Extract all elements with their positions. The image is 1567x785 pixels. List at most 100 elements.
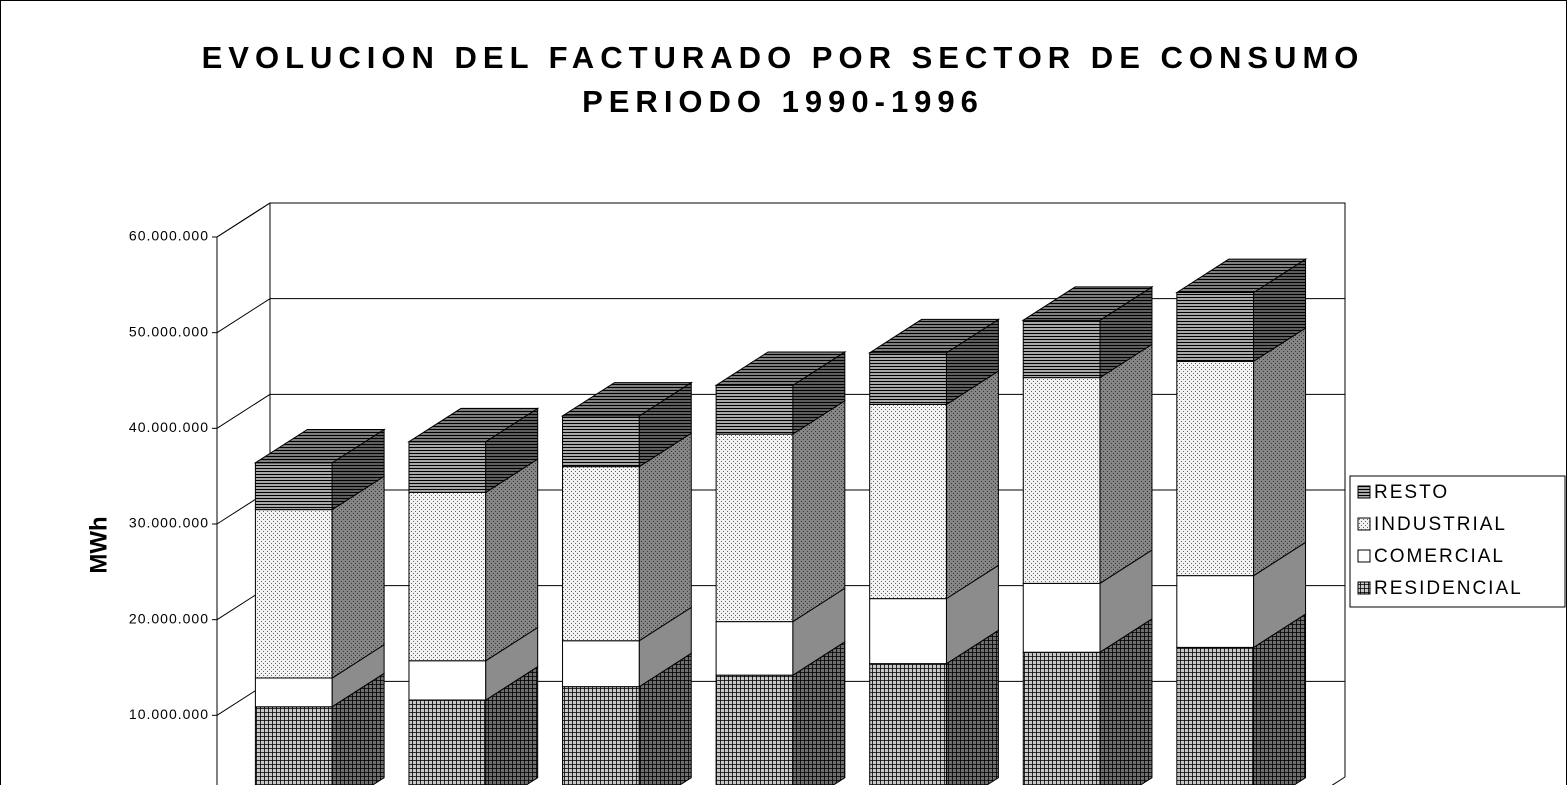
legend-box [1349,475,1566,608]
bar-side-pattern [946,630,999,785]
legend-label: INDUSTRIAL [1374,514,1507,535]
bar-pattern [408,700,486,785]
grid-line [216,202,271,238]
bar-side-shade [946,565,999,664]
bar-side-shade [485,459,538,661]
legend-swatch-pattern [1357,517,1371,531]
bar-pattern [1176,575,1254,648]
bar-side-shade [792,351,845,435]
bar-side-pattern [639,433,692,641]
bar-side-shade [792,400,845,622]
bar-side-pattern [332,476,385,679]
bar-side-shade [1253,542,1306,648]
bar-side-pattern [485,408,538,493]
bar-side-pattern [946,371,999,599]
legend-swatch-pattern [1357,581,1371,595]
bar-pattern [255,509,333,679]
legend-label: COMERCIAL [1374,546,1505,567]
bar-side-shade [1100,344,1152,584]
bar-pattern [562,466,640,641]
bar-side-pattern [1253,614,1306,785]
bar-side-shade [332,476,385,679]
bar-side-shade [1253,328,1306,576]
chart-title: EVOLUCION DEL FACTURADO POR SECTOR DE CO… [202,40,1365,75]
y-tick-label: 20.000.000 [129,610,209,626]
bar-side-pattern [792,641,845,785]
bar-side-shade [639,653,692,785]
bar-side-pattern [1253,542,1306,648]
bar-pattern [869,598,947,664]
y-tick-label: 60.000.000 [129,228,209,244]
bar-side-pattern [1100,344,1152,584]
bar-side-shade [1253,614,1306,785]
bar-pattern [716,434,793,622]
bar-side-pattern [639,607,692,687]
bar-side-pattern [1253,328,1306,576]
bar-pattern [408,441,486,493]
bar-side-shade [946,630,999,785]
bar-top-pattern [716,351,845,386]
bar-side-shade [485,408,538,493]
bar-side-pattern [1100,286,1152,378]
bar-pattern [562,686,640,785]
bar-side-shade [639,382,692,467]
bar-top-shade [1176,259,1306,293]
bar-side-shade [946,319,999,405]
bar-top-pattern [1176,259,1306,293]
bar-side-pattern [792,400,845,622]
bar-pattern [869,663,947,785]
bar-side-pattern [792,351,845,435]
bar-top-pattern [869,319,999,353]
bar-top-pattern [255,429,385,463]
bar-pattern [255,678,333,707]
bar-side-shade [1100,286,1152,378]
y-tick-label: 30.000.000 [129,515,209,531]
y-tick-label: 50.000.000 [129,323,209,339]
bar-pattern [562,640,640,687]
bar-pattern [1176,361,1254,576]
bar-side-pattern [332,644,385,707]
bar-pattern [562,415,640,467]
y-axis-label: MWh [85,516,112,573]
bar-top-shade [408,408,538,442]
bar-top-edge [867,318,1001,354]
bar-pattern [716,675,793,785]
bar-top-pattern [408,408,538,442]
bar-side-pattern [485,459,538,661]
bar-top-edge [1175,258,1308,293]
bar-pattern [1023,320,1101,378]
bar-top-pattern [562,382,692,416]
chart-subtitle: PERIODO 1990-1996 [582,84,984,119]
bar-top-edge [560,382,693,417]
grid-line [216,298,271,334]
bar-side-pattern [639,382,692,467]
bar-side-shade [332,429,385,510]
bar-pattern [1176,292,1254,362]
bar-top-shade [869,319,999,353]
bar-side-shade [485,666,538,785]
bar-top-shade [562,382,692,416]
bar-side-pattern [639,653,692,785]
bar-pattern [1176,647,1254,785]
bar-pattern [1023,583,1101,653]
bar-pattern [1023,652,1101,785]
legend-swatch-pattern [1357,549,1371,563]
bar-side-pattern [946,565,999,664]
bar-top-shade [716,351,845,386]
bar-pattern [408,492,486,661]
bar-top-shade [1023,286,1152,321]
bar-top-edge [253,428,386,464]
bar-pattern [408,660,486,701]
bar-pattern [255,462,333,510]
bar-side-shade [639,433,692,641]
bar-top-shade [255,429,385,463]
legend-swatch-pattern [1357,485,1371,499]
bar-side-pattern [946,319,999,405]
y-tick-label: 10.000.000 [129,706,209,722]
bar-side-pattern [485,627,538,701]
bar-pattern [716,385,793,435]
bar-side-shade [639,607,692,687]
bar-side-shade [485,627,538,701]
bar-side-shade [792,641,845,785]
